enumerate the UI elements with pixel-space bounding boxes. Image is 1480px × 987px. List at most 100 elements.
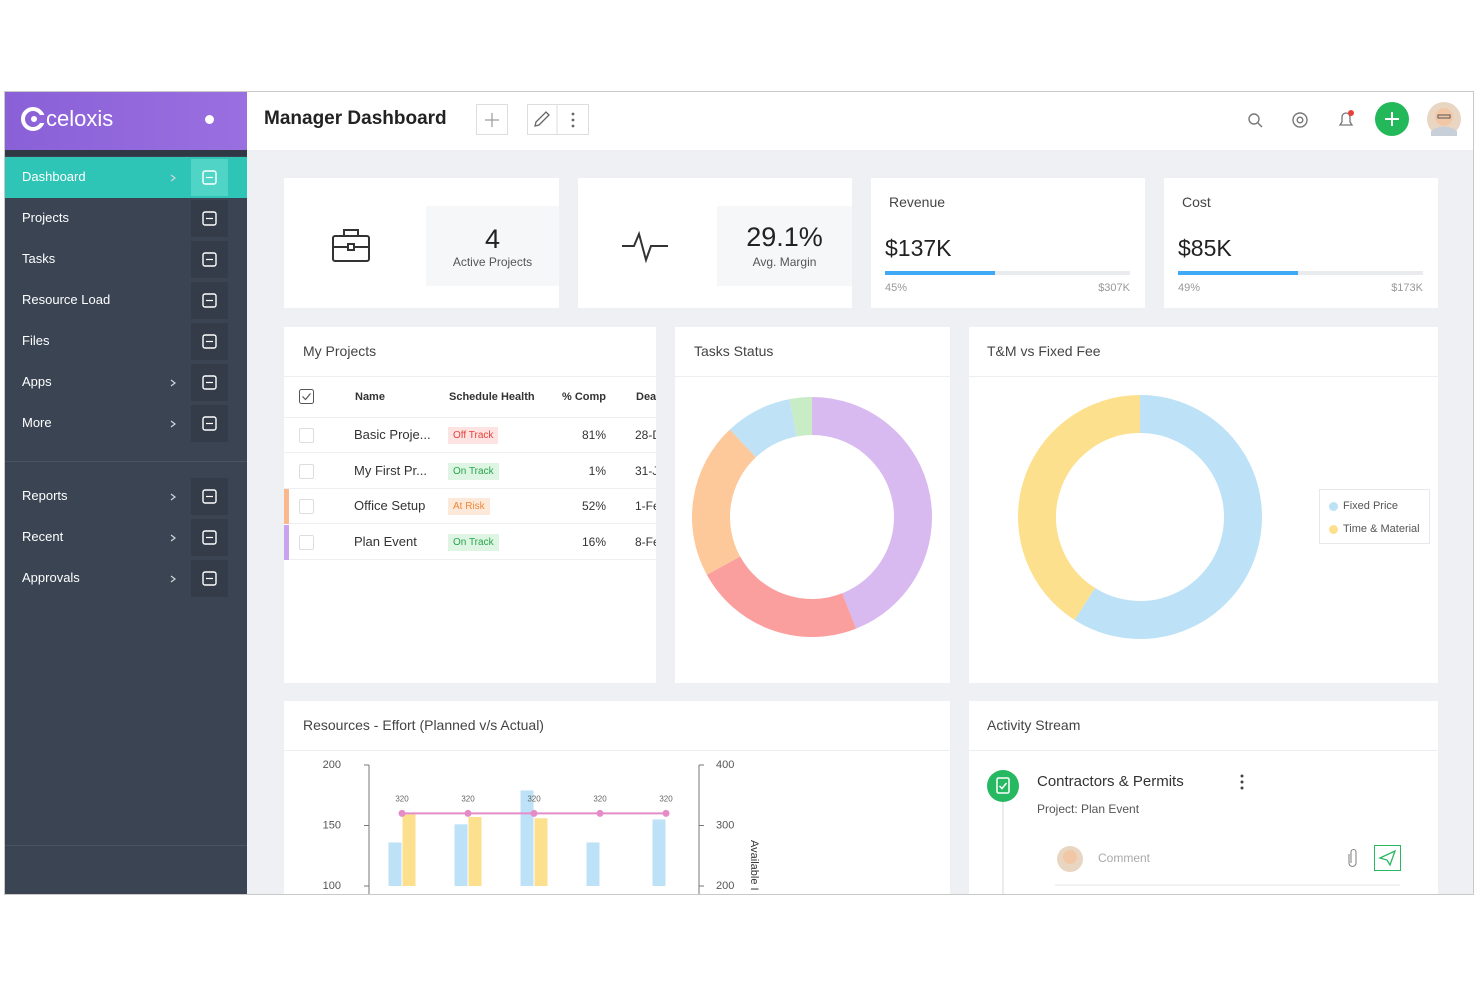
column-header: Dead [636, 391, 656, 403]
top-bar [247, 92, 1473, 150]
header-actions [1248, 102, 1461, 136]
nav-item[interactable]: Projects [5, 198, 247, 239]
nav-label: Dashboard [22, 169, 86, 184]
divider [284, 376, 656, 377]
finance-amount: $137K [885, 235, 952, 261]
finance-card: Cost $85K 49% $173K [1164, 178, 1438, 308]
comment-input[interactable]: Comment [1098, 851, 1151, 865]
progress-label: 45% [885, 282, 908, 294]
nav-icon [191, 323, 228, 360]
nav-item[interactable]: Files [5, 321, 247, 362]
row-checkbox[interactable] [299, 428, 314, 443]
resources-card: Resources - Effort (Planned v/s Actual) [284, 701, 950, 894]
percent-complete: 16% [581, 534, 606, 549]
page-title: Manager Dashboard [264, 108, 447, 129]
kpi-card: 29.1% Avg. Margin [578, 178, 852, 308]
percent-complete: 1% [588, 463, 606, 478]
brand-name: celoxis [46, 106, 114, 131]
project-name: Basic Proje... [354, 427, 431, 442]
project-name: Plan Event [354, 533, 417, 549]
column-header: Name [355, 391, 385, 403]
nav-item[interactable]: Reports [5, 476, 247, 517]
chevron [170, 379, 176, 387]
finance-total: $307K [1098, 282, 1130, 294]
legend: Fixed Price Time & Material [1319, 489, 1430, 544]
toolbar [476, 104, 589, 135]
nav-item[interactable]: Dashboard [5, 157, 247, 198]
nav-glyph [202, 375, 217, 390]
chevron [170, 534, 176, 542]
mentions-icon[interactable] [1292, 112, 1308, 128]
nav-item[interactable]: More [5, 403, 247, 444]
table-row[interactable]: Office Setup At Risk 52% 1-Fe [284, 489, 656, 524]
nav-icon [191, 478, 228, 515]
legend-label: Fixed Price [1343, 500, 1399, 512]
activity-project: Project: Plan Event [1037, 802, 1140, 816]
table-row[interactable]: Basic Proje... Off Track 81% 28-D [284, 418, 656, 453]
chevron [170, 420, 176, 428]
progress-track [1178, 271, 1423, 275]
nav-item[interactable]: Approvals [5, 558, 247, 599]
notifications-icon[interactable] [1338, 110, 1354, 126]
nav-item[interactable]: Tasks [5, 239, 247, 280]
card-title: Activity Stream [987, 717, 1081, 733]
deadline: 1-Fe [635, 499, 656, 513]
sidebar-divider [5, 461, 247, 462]
progress-fill [1178, 271, 1299, 275]
select-all-checkbox[interactable] [299, 389, 315, 405]
search-icon[interactable] [1248, 113, 1263, 128]
legend-label: Time & Material [1343, 523, 1420, 535]
chevron [170, 493, 176, 501]
edit-button[interactable] [527, 104, 589, 135]
nav-icon [191, 519, 228, 556]
nav-label: Approvals [22, 570, 80, 585]
app-window: celoxis Manager Dashboard 4 Active Proje… [4, 91, 1474, 895]
nav-glyph [202, 489, 217, 504]
deadline: 31-J [635, 463, 656, 478]
kpi-box [717, 206, 852, 286]
card-title: Resources - Effort (Planned v/s Actual) [303, 717, 544, 733]
brand-shadow [5, 150, 247, 156]
status-dot [205, 115, 214, 124]
nav-glyph [202, 571, 217, 586]
chevron [170, 575, 176, 583]
row-accent [284, 489, 289, 524]
logo-icon [21, 107, 45, 131]
nav-item[interactable]: Resource Load [5, 280, 247, 321]
progress-label: 49% [1178, 282, 1201, 294]
finance-title: Revenue [889, 194, 946, 210]
nav-label: Recent [22, 529, 64, 544]
divider [284, 750, 950, 751]
row-checkbox[interactable] [299, 499, 314, 514]
send-button[interactable] [1374, 845, 1401, 871]
health-pill: On Track [448, 462, 499, 480]
finance-amount: $85K [1178, 235, 1232, 261]
nav-item[interactable]: Apps [5, 362, 247, 403]
progress-fill [885, 271, 996, 275]
deadline: 28-D [635, 428, 656, 442]
card-title: My Projects [303, 343, 377, 359]
row-checkbox[interactable] [299, 463, 314, 479]
pulse-icon [622, 230, 668, 264]
table-row[interactable]: My First Pr... On Track 1% 31-J [284, 454, 656, 489]
nav-icon [191, 241, 228, 278]
nav-glyph [202, 530, 217, 545]
kpi-label: Active Projects [452, 255, 533, 269]
user-avatar[interactable] [1427, 102, 1461, 136]
legend-swatch [1329, 525, 1338, 534]
nav-item[interactable]: Recent [5, 517, 247, 558]
row-checkbox[interactable] [299, 534, 314, 550]
table-row[interactable]: Plan Event On Track 16% 8-Fe [284, 524, 656, 560]
divider [969, 376, 1438, 377]
legend-swatch [1329, 502, 1338, 511]
kpi-value: 4 [484, 224, 501, 254]
card-title: T&M vs Fixed Fee [987, 343, 1101, 359]
activity-card: Activity Stream Contractors & Permits Pr… [969, 701, 1438, 894]
create-button[interactable] [1375, 102, 1409, 136]
app: celoxis Manager Dashboard 4 Active Proje… [5, 92, 1473, 894]
percent-complete: 81% [581, 428, 606, 442]
nav-glyph [202, 170, 217, 185]
kpi-label: Avg. Margin [752, 255, 817, 269]
row-accent [284, 524, 289, 560]
